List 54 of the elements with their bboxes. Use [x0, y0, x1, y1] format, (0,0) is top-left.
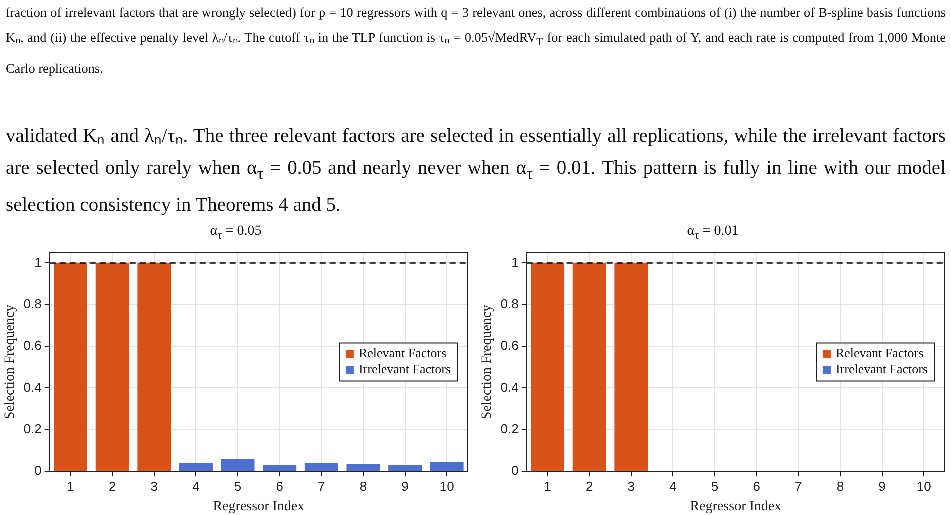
x-tick-label: 1 [544, 478, 552, 494]
x-tick-label: 2 [108, 478, 116, 494]
x-tick-label: 5 [711, 478, 719, 494]
bar [138, 263, 172, 472]
y-tick-label: 0.8 [24, 296, 42, 312]
y-tick-label: 1 [512, 254, 519, 270]
y-tick-label: 0.4 [24, 380, 42, 395]
y-axis-title: Selection Frequency [480, 304, 496, 420]
x-tick-label: 7 [795, 478, 802, 494]
x-tick-label: 2 [586, 478, 594, 494]
bar [179, 463, 213, 472]
chart-title: α$_{τ}$ = 0.01 [686, 223, 740, 242]
x-tick-label: 9 [878, 478, 886, 494]
x-tick-label: 4 [192, 478, 200, 494]
x-axis-title: Regressor Index [690, 499, 782, 514]
x-tick-label: 7 [318, 478, 326, 494]
bar [263, 465, 297, 472]
y-tick-label: 0.6 [24, 338, 42, 354]
legend-label: Irrelevant Factors [358, 362, 452, 377]
bar [54, 263, 88, 472]
x-tick-label: 9 [402, 478, 409, 494]
y-tick-label: 0.8 [500, 296, 519, 312]
x-tick-label: 1 [67, 478, 74, 494]
x-axis-title: Regressor Index [213, 499, 305, 514]
bar [96, 263, 130, 472]
bar [388, 465, 422, 472]
x-tick-label: 6 [276, 478, 284, 494]
x-tick-label: 10 [440, 478, 454, 494]
x-tick-label: 5 [234, 478, 242, 494]
chart-title: α$_{τ}$ = 0.05 [209, 223, 263, 242]
text: validated Kₙ and λₙ/τₙ. The three relevant factors are selected in essentially all replications, while the irrelevant factors are selected only rarely when α$_{τ}$ = 0.05 and nearly never when α$_{τ}$ = 0.01. This pattern is fully in line with our model selection consistency in Theorems 4 and 5. [6, 126, 946, 216]
x-tick-label: 3 [628, 478, 636, 494]
x-tick-label: 8 [836, 478, 844, 494]
y-tick-label: 0.6 [500, 338, 519, 354]
y-tick-label: 0 [512, 463, 519, 478]
x-tick-label: 8 [360, 478, 368, 494]
x-tick-label: 10 [916, 478, 932, 494]
bar [430, 462, 464, 472]
y-tick-label: 0.2 [24, 422, 42, 436]
bar [346, 464, 380, 472]
x-tick-label: 6 [753, 478, 760, 494]
y-tick-label: 0.4 [500, 380, 519, 395]
y-tick-label: 0 [34, 463, 42, 478]
x-tick-label: 3 [150, 478, 158, 494]
bar [304, 463, 338, 472]
y-axis-title: Selection Frequency [3, 304, 18, 420]
legend-label: Relevant Factors [836, 346, 924, 361]
y-tick-label: 0.2 [500, 422, 519, 436]
text: fraction of irrelevant factors that are wrongly selected) for p = 10 regressors with q = 3 relevant ones, across different combinations of (i) the number of B-spline basis functions Kₙ, and (ii) the effective penalty level λₙ/τₙ. The cutoff τₙ in the TLP function is τₙ = 0.05√MedRV$_{T}$ for each simulated path of Y, and each rate is computed from 1,000 Monte Carlo replications. [6, 5, 946, 76]
y-tick-label: 1 [34, 254, 42, 270]
bar [221, 459, 255, 472]
legend-label: Relevant Factors [358, 346, 447, 361]
x-tick-label: 4 [670, 478, 677, 494]
legend-label: Irrelevant Factors [836, 362, 928, 377]
